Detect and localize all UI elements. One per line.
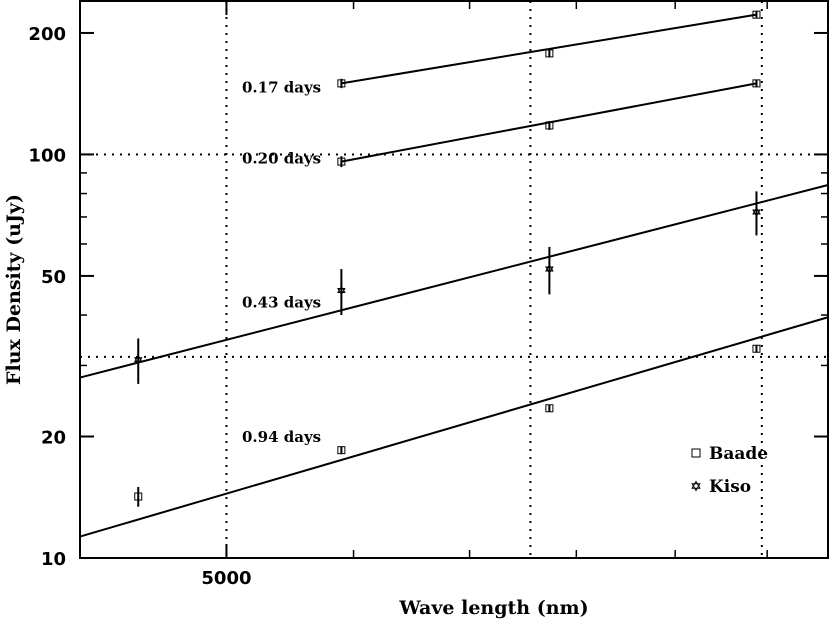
epoch-label: 0.20 days xyxy=(242,150,321,168)
grid-layer xyxy=(80,1,828,558)
x-tick-label: 5000 xyxy=(201,568,251,589)
marker-square xyxy=(752,79,761,88)
marker-star xyxy=(545,264,554,272)
epoch-label: 0.94 days xyxy=(242,428,321,446)
series-points xyxy=(337,79,761,168)
legend-label: Baade xyxy=(709,444,768,464)
legend-item: Baade xyxy=(691,444,768,464)
y-axis-title: Flux Density (uJy) xyxy=(3,194,25,385)
marker-star xyxy=(337,285,346,293)
legend: Baade Kiso xyxy=(691,444,768,497)
y-tick-label: 20 xyxy=(41,428,66,449)
marker-square xyxy=(134,492,143,501)
marker-square xyxy=(545,404,554,413)
marker-star xyxy=(337,288,346,296)
y-tick-label: 50 xyxy=(41,267,66,288)
marker-star xyxy=(545,266,554,274)
data-points xyxy=(133,10,761,507)
marker-square xyxy=(545,121,554,130)
y-tick-label: 200 xyxy=(28,24,66,45)
marker-square xyxy=(545,49,554,58)
marker-star xyxy=(691,483,701,492)
marker-square xyxy=(752,344,761,353)
marker-star xyxy=(133,357,143,365)
series-points xyxy=(337,10,761,89)
marker-square xyxy=(691,448,701,458)
axis-ticks: 10 20 50 100 200 5000 xyxy=(28,1,828,589)
epoch-label: 0.17 days xyxy=(242,78,321,96)
epoch-label: 0.43 days xyxy=(242,294,321,312)
x-axis-title: Wave length (nm) xyxy=(398,597,588,619)
marker-star xyxy=(752,209,761,218)
fit-line xyxy=(79,316,829,538)
plot-frame xyxy=(79,0,829,559)
fit-line xyxy=(79,184,829,379)
marker-star xyxy=(133,354,143,363)
marker-square xyxy=(337,446,346,455)
marker-square xyxy=(752,10,761,19)
legend-label: Kiso xyxy=(709,477,751,497)
legend-item: Kiso xyxy=(691,477,751,497)
marker-square xyxy=(337,157,346,166)
y-tick-label: 10 xyxy=(41,549,66,570)
fit-line xyxy=(341,13,757,85)
marker-star xyxy=(691,480,701,489)
marker-square xyxy=(337,79,346,88)
series-points xyxy=(133,191,761,384)
marker-star xyxy=(752,206,761,215)
series-points xyxy=(134,344,761,507)
y-tick-label: 100 xyxy=(28,145,66,166)
epoch-labels: 0.17 days 0.20 days 0.43 days 0.94 days xyxy=(242,78,321,446)
